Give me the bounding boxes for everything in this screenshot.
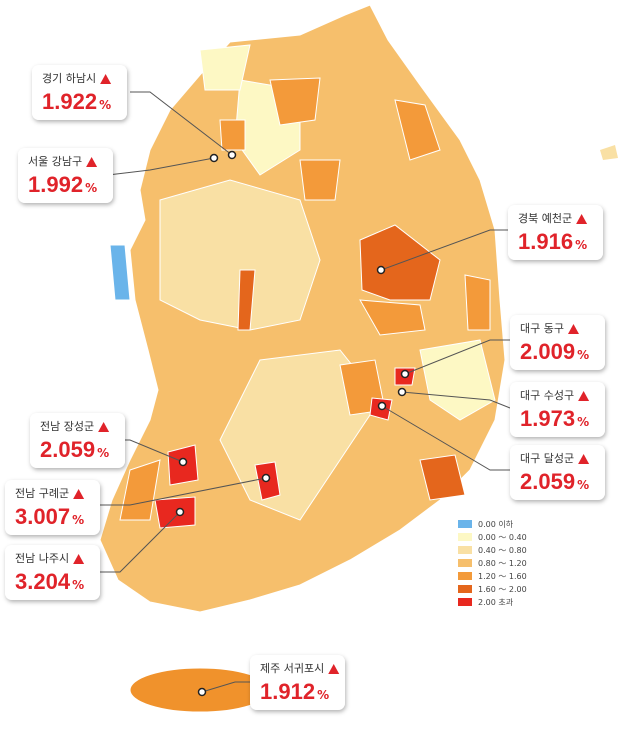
unit: % — [72, 513, 84, 527]
leader-line — [100, 511, 181, 573]
callout: 대구 달성군 2.059% — [510, 445, 605, 500]
legend-label: 1.20 ～ 1.60 — [478, 572, 527, 581]
legend-swatch — [458, 585, 472, 593]
callout: 대구 수성구 1.973% — [510, 382, 605, 437]
marker — [197, 687, 207, 697]
legend-label: 1.60 ～ 2.00 — [478, 585, 527, 594]
callout-box — [250, 655, 345, 710]
value: 3.007 — [15, 504, 70, 529]
legend-label: 0.00 ～ 0.40 — [478, 533, 527, 542]
leader-line — [130, 91, 233, 156]
marker — [261, 473, 271, 483]
value: 1.912 — [260, 679, 315, 704]
value: 2.059 — [40, 437, 95, 462]
marker — [377, 401, 387, 411]
region-label: 경기 하남시 — [42, 71, 96, 85]
region-label: 제주 서귀포시 — [260, 662, 324, 675]
legend: 0.00 이하 0.00 ～ 0.40 0.40 ～ 0.80 0.80 ～ 1.20… — [458, 519, 527, 607]
region-label: 대구 수성구 — [520, 389, 574, 402]
marker — [178, 457, 188, 467]
legend-swatch — [458, 598, 472, 606]
region-label: 대구 달성군 — [520, 452, 574, 465]
legend-swatch — [458, 520, 472, 528]
up-triangle — [73, 489, 85, 499]
up-triangle — [578, 454, 590, 464]
unit: % — [317, 688, 329, 702]
legend-swatch — [458, 559, 472, 567]
marker — [227, 150, 237, 160]
leader-line — [380, 229, 508, 271]
callout-box — [510, 315, 605, 370]
leader-line — [107, 157, 215, 176]
callout: 전남 나주시 3.204% — [5, 545, 100, 600]
value: 1.916 — [518, 229, 573, 254]
legend-label: 0.40 ～ 0.80 — [478, 546, 527, 555]
up-triangle — [73, 554, 85, 564]
unit: % — [577, 348, 589, 362]
value: 3.204 — [15, 569, 71, 594]
unit: % — [99, 98, 111, 112]
unit: % — [577, 478, 589, 492]
callout: 제주 서귀포시 1.912% — [250, 655, 345, 710]
legend-label: 2.00 초과 — [478, 598, 514, 607]
legend-label: 0.80 ～ 1.20 — [478, 559, 527, 568]
unit: % — [85, 181, 97, 195]
up-triangle — [578, 391, 590, 401]
region-label: 대구 동구 — [520, 322, 564, 335]
region-label: 전남 구례군 — [15, 487, 69, 500]
leader-line — [404, 339, 510, 375]
up-triangle — [98, 422, 110, 432]
callout: 전남 장성군 2.059% — [30, 413, 125, 468]
marker — [400, 369, 410, 379]
legend-label: 0.00 이하 — [478, 519, 514, 529]
callout: 경북 예천군 1.916% — [508, 205, 603, 260]
callout: 전남 구례군 3.007% — [5, 480, 100, 535]
marker — [175, 507, 185, 517]
up-triangle — [576, 214, 588, 224]
leader-line — [401, 391, 511, 409]
region-label: 전남 장성군 — [40, 420, 94, 433]
unit: % — [575, 238, 587, 252]
value: 2.059 — [520, 469, 575, 494]
callout: 서울 강남구 1.992% — [18, 148, 113, 203]
region-label: 서울 강남구 — [28, 155, 82, 168]
legend-swatch — [458, 546, 472, 554]
unit: % — [577, 415, 589, 429]
marker — [376, 265, 386, 275]
leader-line — [201, 681, 250, 693]
value: 1.992 — [28, 172, 83, 197]
value: 1.973 — [520, 406, 575, 431]
up-triangle — [567, 324, 579, 334]
leader-lines — [100, 91, 511, 697]
unit: % — [97, 446, 109, 460]
legend-swatch — [458, 533, 472, 541]
marker — [397, 387, 407, 397]
up-triangle — [86, 157, 98, 167]
callout: 대구 동구 2.009% — [510, 315, 605, 370]
region-label: 경북 예천군 — [518, 211, 572, 225]
unit: % — [72, 578, 84, 592]
value: 1.922 — [42, 89, 97, 114]
value: 2.009 — [520, 339, 575, 364]
marker — [209, 153, 219, 163]
up-triangle — [328, 664, 340, 674]
leader-line — [100, 477, 267, 506]
leader-line — [381, 405, 510, 471]
mainland — [99, 4, 618, 613]
region-label: 전남 나주시 — [15, 552, 69, 565]
callout: 경기 하남시 1.922% — [32, 65, 127, 120]
up-triangle — [100, 74, 112, 84]
legend-swatch — [458, 572, 472, 580]
